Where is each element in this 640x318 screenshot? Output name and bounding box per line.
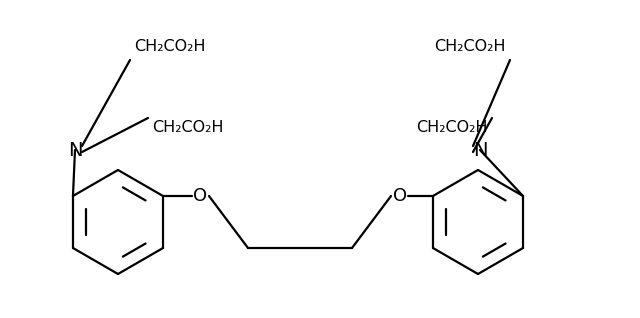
Text: CH₂CO₂H: CH₂CO₂H bbox=[435, 39, 506, 54]
Text: N: N bbox=[473, 141, 487, 160]
Text: CH₂CO₂H: CH₂CO₂H bbox=[417, 120, 488, 135]
Text: O: O bbox=[393, 187, 407, 205]
Text: CH₂CO₂H: CH₂CO₂H bbox=[152, 120, 223, 135]
Text: N: N bbox=[68, 141, 83, 160]
Text: CH₂CO₂H: CH₂CO₂H bbox=[134, 39, 205, 54]
Text: O: O bbox=[193, 187, 207, 205]
